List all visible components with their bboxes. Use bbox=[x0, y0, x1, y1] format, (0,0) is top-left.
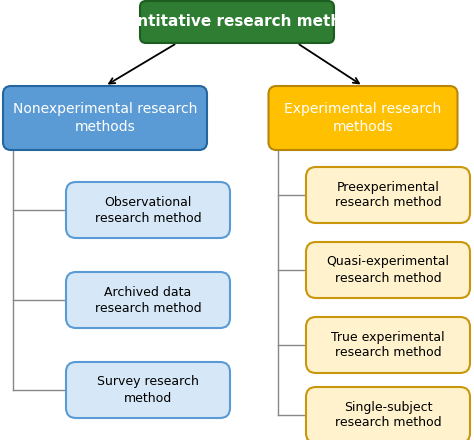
FancyBboxPatch shape bbox=[3, 86, 207, 150]
FancyBboxPatch shape bbox=[66, 362, 230, 418]
Text: Experimental research
methods: Experimental research methods bbox=[284, 103, 442, 134]
Text: Survey research
method: Survey research method bbox=[97, 375, 199, 404]
FancyBboxPatch shape bbox=[268, 86, 457, 150]
FancyBboxPatch shape bbox=[306, 387, 470, 440]
Text: Archived data
research method: Archived data research method bbox=[95, 286, 201, 315]
Text: Single-subject
research method: Single-subject research method bbox=[335, 400, 441, 429]
Text: Nonexperimental research
methods: Nonexperimental research methods bbox=[13, 103, 197, 134]
Text: Observational
research method: Observational research method bbox=[95, 195, 201, 224]
FancyBboxPatch shape bbox=[306, 242, 470, 298]
FancyBboxPatch shape bbox=[306, 167, 470, 223]
Text: Preexperimental
research method: Preexperimental research method bbox=[335, 180, 441, 209]
FancyBboxPatch shape bbox=[306, 317, 470, 373]
Text: True experimental
research method: True experimental research method bbox=[331, 330, 445, 359]
FancyBboxPatch shape bbox=[66, 182, 230, 238]
FancyBboxPatch shape bbox=[66, 272, 230, 328]
Text: Quantitative research methods: Quantitative research methods bbox=[103, 15, 371, 29]
FancyBboxPatch shape bbox=[140, 1, 334, 43]
Text: Quasi-experimental
research method: Quasi-experimental research method bbox=[327, 256, 449, 285]
